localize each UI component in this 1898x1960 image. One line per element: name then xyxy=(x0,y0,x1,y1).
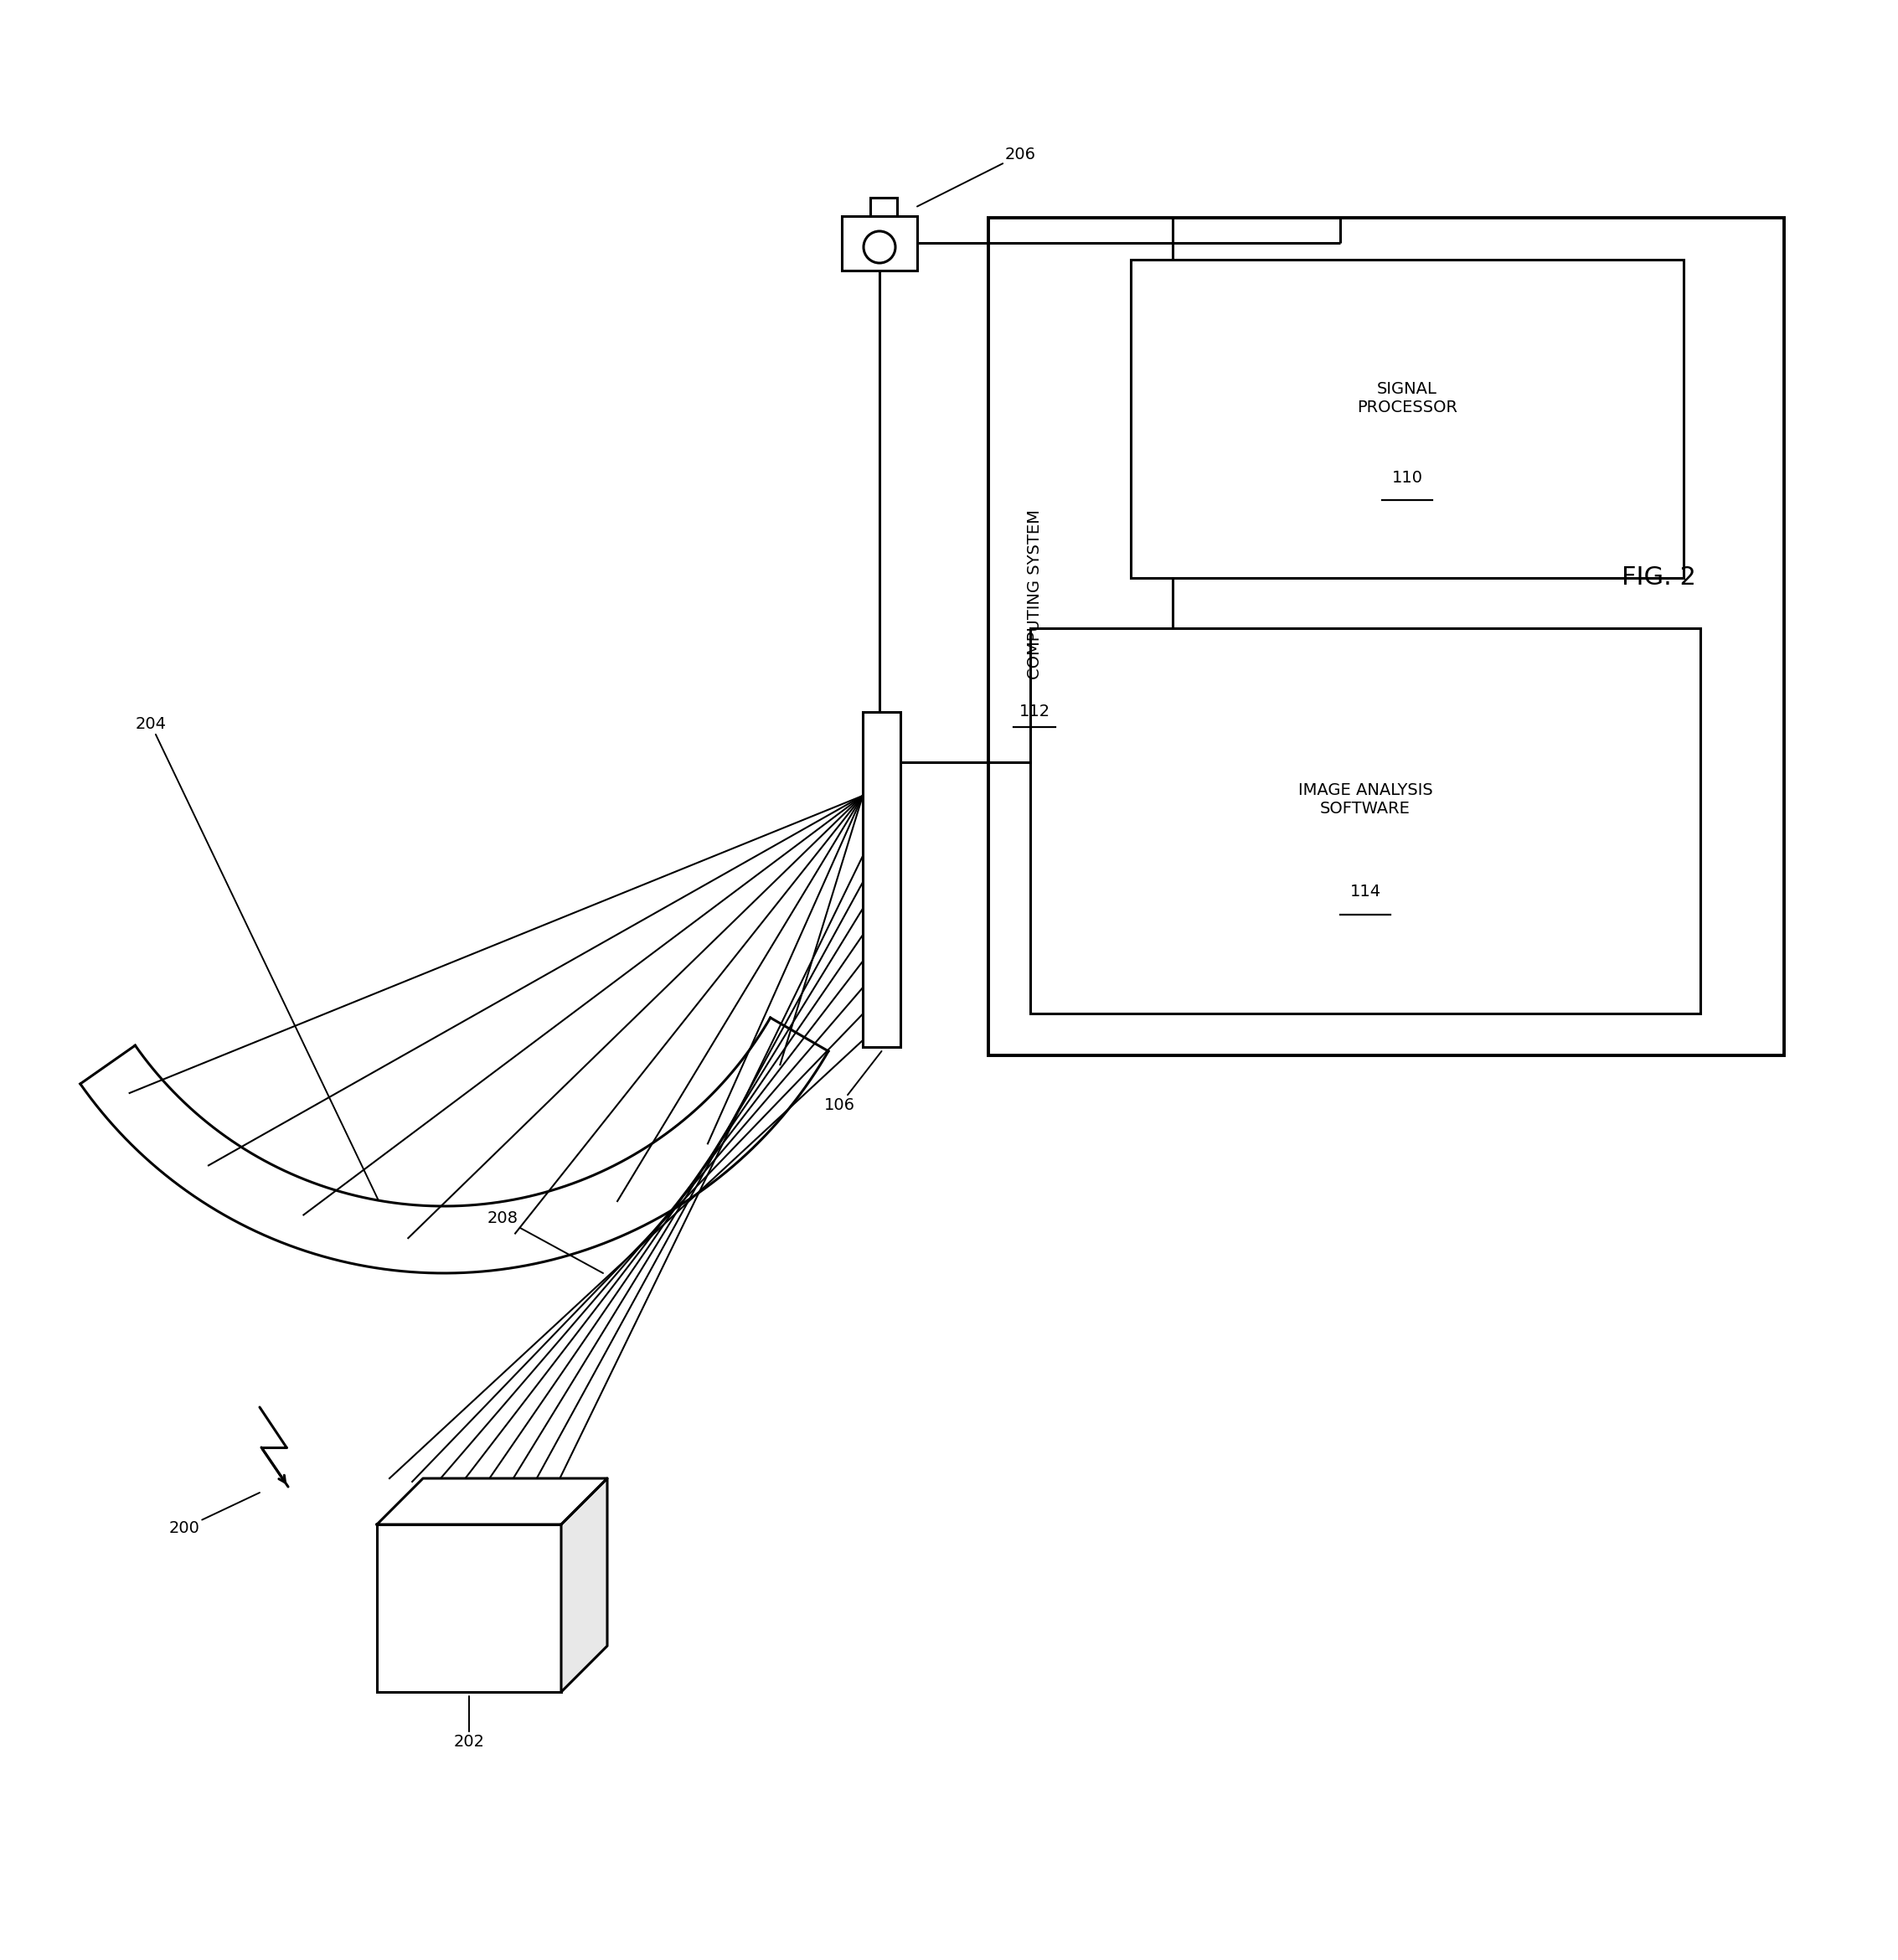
Bar xyxy=(1131,259,1684,578)
Bar xyxy=(843,216,917,270)
Bar xyxy=(1031,629,1701,1013)
Bar xyxy=(864,711,900,1047)
Text: 202: 202 xyxy=(454,1695,484,1750)
Bar xyxy=(871,198,898,216)
Text: IMAGE ANALYSIS
SOFTWARE: IMAGE ANALYSIS SOFTWARE xyxy=(1298,782,1433,817)
Polygon shape xyxy=(378,1478,607,1525)
Text: FIG. 2: FIG. 2 xyxy=(1621,566,1695,590)
Text: 200: 200 xyxy=(169,1494,260,1537)
Bar xyxy=(378,1525,562,1691)
Bar xyxy=(989,218,1784,1054)
Polygon shape xyxy=(80,1017,828,1274)
Text: 106: 106 xyxy=(824,1051,881,1113)
Text: 110: 110 xyxy=(1391,470,1424,486)
Polygon shape xyxy=(378,1525,562,1691)
Text: SIGNAL
PROCESSOR: SIGNAL PROCESSOR xyxy=(1357,380,1458,416)
Text: 206: 206 xyxy=(917,147,1036,206)
Text: 208: 208 xyxy=(488,1211,604,1274)
Text: COMPUTING SYSTEM: COMPUTING SYSTEM xyxy=(1027,510,1042,680)
Polygon shape xyxy=(562,1478,607,1691)
Text: 204: 204 xyxy=(135,715,378,1200)
Text: 112: 112 xyxy=(1019,704,1050,719)
Text: 114: 114 xyxy=(1349,884,1382,900)
